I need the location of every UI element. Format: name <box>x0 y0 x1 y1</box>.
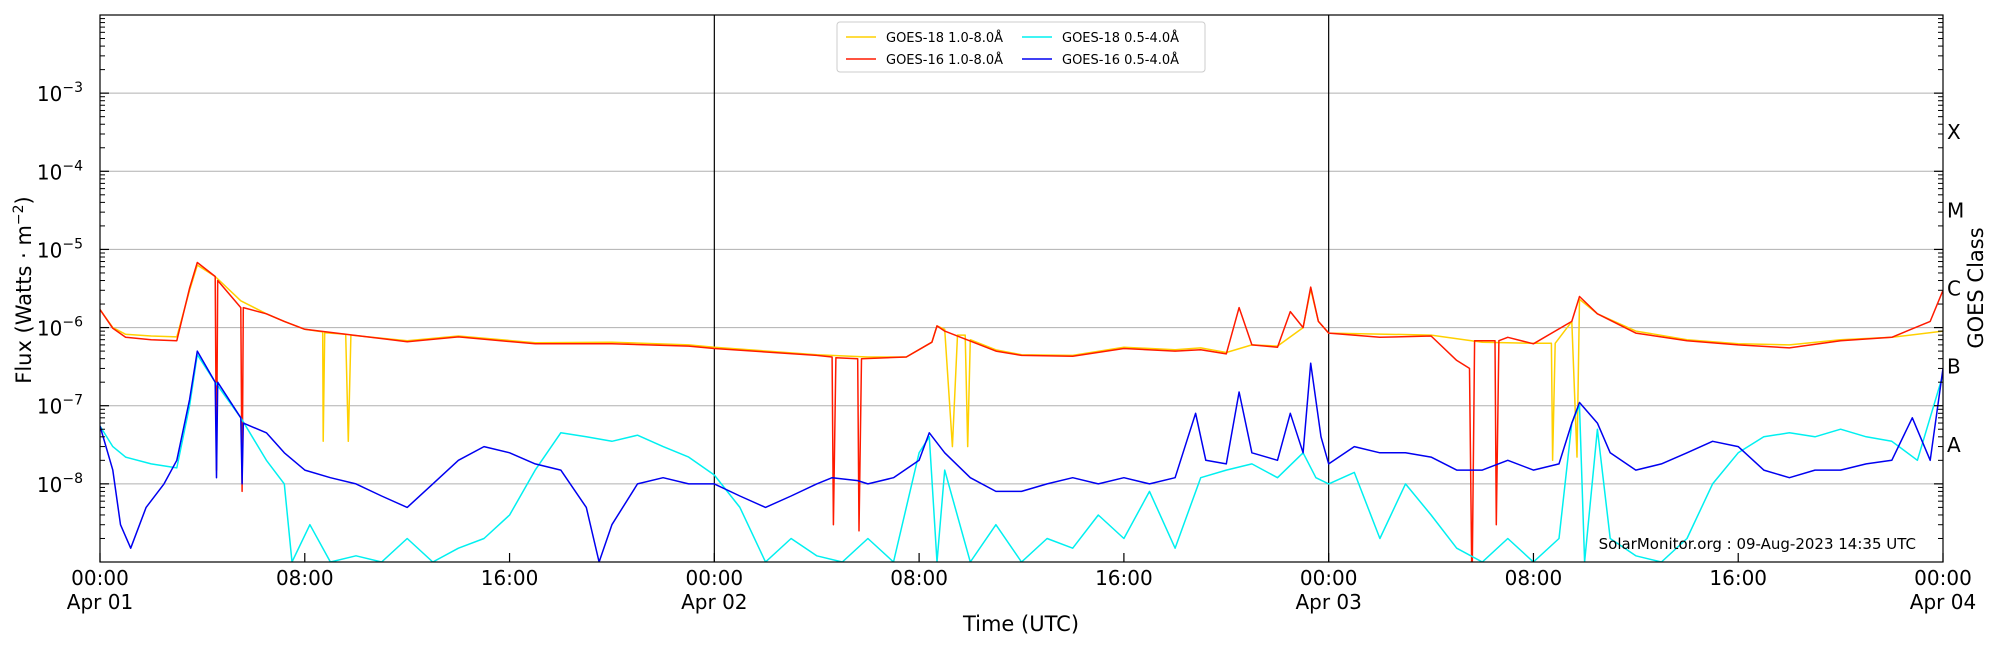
x-tick-time-7: 08:00 <box>1505 566 1563 590</box>
y-axis-label-sup: −2 <box>11 204 27 225</box>
y-tick-label-3: 10−5 <box>37 236 83 262</box>
y-axis-label-text: Flux (Watts · m <box>12 225 36 384</box>
y-tick-label-2: 10−6 <box>37 315 83 341</box>
x-tick-time-2: 16:00 <box>481 566 539 590</box>
y-tick-exponent: −4 <box>62 158 83 174</box>
x-tick-time-6: 00:00 <box>1300 566 1358 590</box>
y-tick-base: 10 <box>37 82 62 106</box>
goes-class-C: C <box>1947 277 1961 301</box>
y-tick-base: 10 <box>37 473 62 497</box>
y-axis-label-close: ) <box>12 196 36 204</box>
y-tick-exponent: −7 <box>62 393 83 409</box>
x-tick-date-3: Apr 02 <box>681 590 747 614</box>
x-tick-time-5: 16:00 <box>1095 566 1153 590</box>
x-tick-time-9: 00:00 <box>1914 566 1972 590</box>
legend: GOES-18 1.0-8.0Å GOES-18 0.5-4.0Å GOES-16 … <box>836 21 1206 73</box>
credit-text: SolarMonitor.org : 09-Aug-2023 14:35 UTC <box>1599 535 1916 553</box>
x-tick-time-8: 16:00 <box>1709 566 1767 590</box>
y-tick-base: 10 <box>37 395 62 419</box>
goes-class-B: B <box>1947 355 1961 379</box>
y-tick-exponent: −3 <box>62 80 83 96</box>
series-lines <box>100 261 1943 562</box>
y-tick-label-5: 10−3 <box>37 80 83 106</box>
y-axis-ticks: 10−810−710−610−510−410−3 <box>37 18 1943 539</box>
legend-label-3: GOES-16 0.5-4.0Å <box>1062 52 1179 68</box>
series-line-2 <box>100 353 1943 562</box>
legend-entries: GOES-18 1.0-8.0Å GOES-18 0.5-4.0Å GOES-16 … <box>846 30 1179 68</box>
x-tick-time-4: 08:00 <box>890 566 948 590</box>
day-dividers <box>713 15 1330 562</box>
y-tick-base: 10 <box>37 317 62 341</box>
y-tick-label-0: 10−8 <box>37 471 83 497</box>
series-line-3 <box>100 350 1943 562</box>
y-tick-base: 10 <box>37 238 62 262</box>
y-tick-label-1: 10−7 <box>37 393 83 419</box>
x-tick-date-0: Apr 01 <box>67 590 133 614</box>
y-tick-base: 10 <box>37 160 62 184</box>
grid-lines <box>100 92 1943 485</box>
series-line-1 <box>100 261 1943 562</box>
x-tick-date-9: Apr 04 <box>1910 590 1976 614</box>
x-tick-date-6: Apr 03 <box>1295 590 1361 614</box>
goes-class-A: A <box>1947 433 1961 457</box>
goes-class-X: X <box>1947 120 1961 144</box>
y-tick-exponent: −6 <box>62 315 83 331</box>
x-axis-label: Time (UTC) <box>962 612 1079 636</box>
legend-box <box>836 21 1206 73</box>
legend-label-2: GOES-18 0.5-4.0Å <box>1062 30 1179 46</box>
y-tick-exponent: −5 <box>62 236 83 252</box>
goes-class-M: M <box>1947 198 1964 222</box>
legend-label-0: GOES-18 1.0-8.0Å <box>886 30 1003 46</box>
y-tick-label-4: 10−4 <box>37 158 83 184</box>
goes-class-labels: A B C M X <box>1947 120 1964 457</box>
x-tick-time-0: 00:00 <box>71 566 129 590</box>
y-tick-exponent: −8 <box>62 471 83 487</box>
x-tick-time-3: 00:00 <box>686 566 744 590</box>
plot-frame <box>99 14 1944 563</box>
y-axis-label: Flux (Watts · m−2) <box>11 196 36 384</box>
x-tick-time-1: 08:00 <box>276 566 334 590</box>
goes-class-axis-label: GOES Class <box>1964 227 1988 348</box>
legend-label-1: GOES-16 1.0-8.0Å <box>886 52 1003 68</box>
